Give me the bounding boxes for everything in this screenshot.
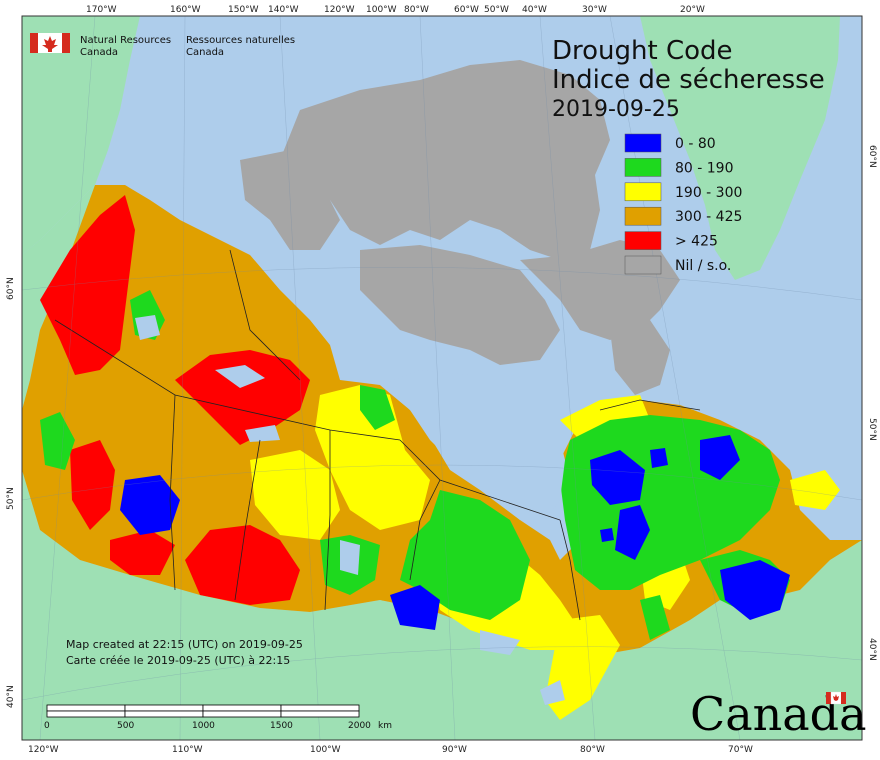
top-tick: 100°W bbox=[366, 5, 397, 15]
right-tick-labels: 60°N 50°N 40°N bbox=[867, 145, 877, 661]
legend-label: 80 - 190 bbox=[675, 160, 734, 176]
legend-swatch bbox=[624, 182, 662, 202]
right-tick: 50°N bbox=[867, 418, 877, 441]
scale-segment bbox=[202, 710, 282, 718]
agency-name-fr: Ressources naturelles bbox=[186, 35, 295, 46]
legend-swatch bbox=[624, 255, 662, 275]
agency-name-en: Natural Resources bbox=[80, 35, 171, 46]
legend-swatch bbox=[624, 158, 662, 177]
canada-wordmark: Canada bbox=[690, 687, 867, 741]
credit-fr: Carte créée le 2019-09-25 (UTC) à 22:15 bbox=[66, 654, 290, 667]
legend-label: Nil / s.o. bbox=[675, 258, 731, 274]
top-tick: 50°W bbox=[484, 5, 509, 15]
left-tick: 60°N bbox=[6, 277, 16, 300]
map-date: 2019-09-25 bbox=[552, 97, 680, 122]
left-tick: 40°N bbox=[6, 685, 16, 708]
scale-segment bbox=[46, 704, 126, 712]
scale-unit: km bbox=[378, 721, 392, 731]
top-tick-labels: 170°W 160°W 150°W 140°W 120°W 100°W 80°W… bbox=[86, 5, 705, 15]
scale-bar: 0 500 1000 1500 2000 km bbox=[44, 704, 392, 731]
legend-label: 300 - 425 bbox=[675, 209, 742, 225]
bottom-tick: 90°W bbox=[442, 745, 467, 755]
legend-swatch bbox=[624, 231, 662, 250]
scale-segment bbox=[202, 704, 282, 712]
credits: Map created at 22:15 (UTC) on 2019-09-25… bbox=[66, 638, 303, 667]
legend-label: > 425 bbox=[675, 234, 718, 250]
agency-country-en: Canada bbox=[80, 47, 118, 58]
scale-label: 1500 bbox=[270, 721, 293, 731]
left-tick: 50°N bbox=[6, 487, 16, 510]
top-tick: 150°W bbox=[228, 5, 259, 15]
graticule bbox=[21, 15, 863, 741]
map-frame bbox=[21, 15, 863, 741]
scale-label: 500 bbox=[117, 721, 134, 731]
title-block: Drought Code Indice de sécheresse 2019-0… bbox=[552, 36, 825, 122]
alaska-panhandle bbox=[22, 185, 125, 410]
credit-en: Map created at 22:15 (UTC) on 2019-09-25 bbox=[66, 638, 303, 651]
scale-segment bbox=[280, 704, 360, 712]
top-tick: 60°W bbox=[454, 5, 479, 15]
top-tick: 30°W bbox=[582, 5, 607, 15]
maple-leaf-icon bbox=[42, 36, 58, 52]
legend: 0 - 80 80 - 190 190 - 300 300 - 425 > 425 Nil… bbox=[624, 133, 742, 275]
top-tick: 160°W bbox=[170, 5, 201, 15]
wordmark-flag-left bbox=[826, 692, 831, 704]
provincial-boundaries bbox=[54, 249, 701, 621]
wordmark-maple-leaf-icon bbox=[833, 694, 839, 701]
agency-country-fr: Canada bbox=[186, 47, 224, 58]
bottom-tick: 120°W bbox=[28, 745, 59, 755]
legend-label: 0 - 80 bbox=[675, 136, 716, 152]
scale-segment bbox=[124, 710, 204, 718]
flag-left-bar bbox=[30, 33, 38, 53]
legend-swatch bbox=[624, 133, 662, 153]
bottom-tick: 100°W bbox=[310, 745, 341, 755]
legend-label: 190 - 300 bbox=[675, 185, 742, 201]
top-tick: 170°W bbox=[86, 5, 117, 15]
top-tick: 40°W bbox=[522, 5, 547, 15]
wordmark-flag-right bbox=[841, 692, 846, 704]
top-tick: 80°W bbox=[404, 5, 429, 15]
zone-over-425 bbox=[40, 195, 590, 695]
bottom-tick: 80°W bbox=[580, 745, 605, 755]
right-tick: 60°N bbox=[867, 145, 877, 168]
scale-label: 1000 bbox=[192, 721, 215, 731]
top-tick: 20°W bbox=[680, 5, 705, 15]
title-en: Drought Code bbox=[552, 36, 733, 66]
scale-segment bbox=[46, 710, 126, 718]
flag-right-bar bbox=[62, 33, 70, 53]
zone-0-80 bbox=[120, 435, 790, 630]
bottom-tick-labels: 120°W 110°W 100°W 90°W 80°W 70°W bbox=[28, 745, 753, 755]
right-tick: 40°N bbox=[867, 638, 877, 661]
top-tick: 120°W bbox=[324, 5, 355, 15]
top-tick: 140°W bbox=[268, 5, 299, 15]
scale-segment bbox=[280, 710, 360, 718]
bottom-tick: 110°W bbox=[172, 745, 203, 755]
alaska-landmass bbox=[22, 16, 140, 255]
legend-swatch bbox=[624, 206, 662, 226]
nrcan-signature: Natural Resources Canada Ressources natu… bbox=[30, 33, 295, 58]
title-fr: Indice de sécheresse bbox=[552, 65, 825, 95]
hudson-bay bbox=[380, 370, 565, 520]
greenland-landmass bbox=[640, 16, 840, 280]
usa-landmass bbox=[22, 470, 862, 740]
scale-segment bbox=[124, 704, 204, 712]
lakes bbox=[135, 315, 565, 705]
scale-label: 2000 bbox=[348, 721, 371, 731]
left-tick-labels: 60°N 50°N 40°N bbox=[6, 277, 16, 708]
scale-label: 0 bbox=[44, 721, 50, 731]
bottom-tick: 70°W bbox=[728, 745, 753, 755]
